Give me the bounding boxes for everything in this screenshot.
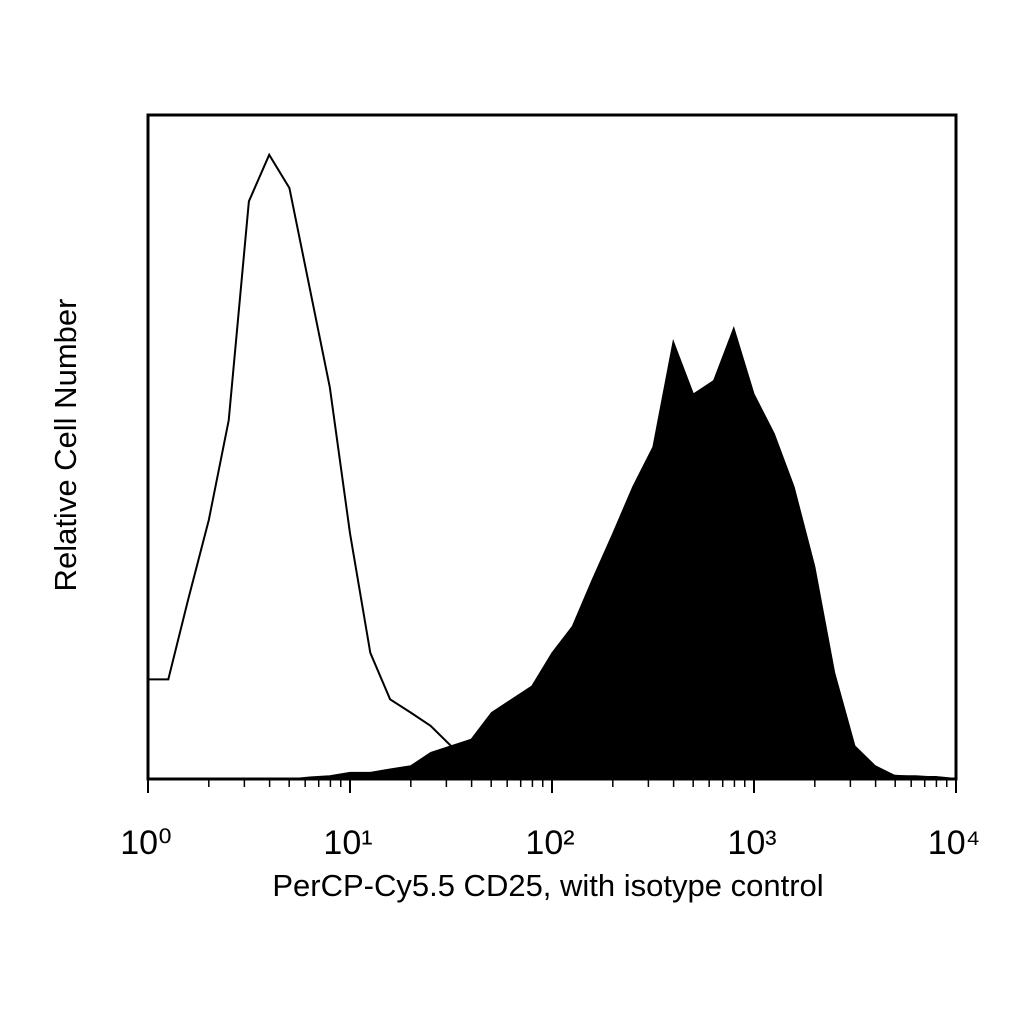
y-axis-label: Relative Cell Number [48, 299, 83, 592]
x-tick-label: 10⁴ [928, 824, 980, 862]
x-tick-label: 10³ [727, 824, 776, 862]
x-tick-label: 10¹ [323, 824, 372, 862]
filled-histogram [148, 325, 957, 780]
x-tick-label: 10⁰ [120, 824, 171, 862]
x-tick-label: 10² [525, 824, 574, 862]
x-axis-label: PerCP-Cy5.5 CD25, with isotype control [272, 868, 823, 903]
